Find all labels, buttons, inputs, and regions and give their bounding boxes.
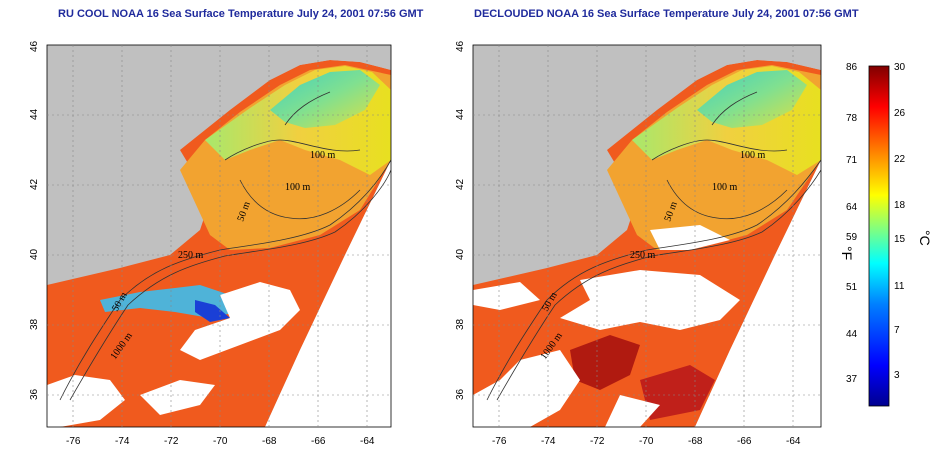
celsius-tick: 7: [894, 325, 900, 336]
y-tick-label: 38: [29, 318, 40, 330]
right-x-axis: -76 -74 -72 -70 -68 -66 -64: [492, 436, 801, 447]
fahrenheit-tick: 64: [846, 202, 858, 213]
left-y-axis: 36 38 40 42 44 46: [29, 40, 40, 400]
x-tick-label: -64: [786, 436, 801, 447]
masked-area-3: [473, 350, 580, 427]
right-y-axis: 36 38 40 42 44 46: [455, 40, 466, 400]
contour-label: 250 m: [178, 250, 204, 261]
gulf-of-maine-cool: [697, 70, 807, 128]
cloud-area-3: [140, 380, 215, 415]
celsius-unit-label: °C: [917, 230, 933, 246]
x-tick-label: -72: [164, 436, 179, 447]
x-tick-label: -76: [492, 436, 507, 447]
fahrenheit-tick: 71: [846, 155, 858, 166]
right-map-frame: [472, 44, 822, 428]
celsius-tick: 18: [894, 200, 906, 211]
contour-label: 100 m: [285, 182, 311, 193]
no-data-outside-swath: [265, 160, 391, 427]
x-tick-label: -70: [213, 436, 228, 447]
colorbar-gradient: [868, 65, 890, 407]
contour-label: 250 m: [630, 250, 656, 261]
x-tick-label: -66: [311, 436, 326, 447]
y-tick-label: 42: [455, 178, 466, 190]
fahrenheit-tick: 37: [846, 374, 858, 385]
x-tick-label: -74: [541, 436, 556, 447]
x-tick-label: -68: [262, 436, 277, 447]
celsius-tick: 22: [894, 154, 906, 165]
celsius-tick: 11: [894, 281, 905, 292]
celsius-tick: 15: [894, 234, 906, 245]
gulf-of-maine-cool: [270, 70, 380, 128]
left-sst-map: [47, 45, 391, 427]
right-sst-map: [473, 45, 821, 427]
fahrenheit-tick: 78: [846, 113, 858, 124]
right-grid: [473, 45, 821, 427]
celsius-tick: 26: [894, 108, 906, 119]
y-tick-label: 36: [29, 388, 40, 400]
depth-contours: [486, 91, 821, 401]
cold-band-core: [195, 300, 230, 322]
y-tick-label: 42: [29, 178, 40, 190]
y-tick-label: 40: [455, 248, 466, 260]
contour-label: 100 m: [310, 150, 336, 161]
masked-area-1: [473, 282, 540, 310]
fahrenheit-tick: 86: [846, 62, 858, 73]
fahrenheit-tick: 44: [846, 329, 858, 340]
hot-patch: [570, 335, 640, 390]
y-tick-label: 44: [29, 108, 40, 120]
contour-label: 100 m: [712, 182, 738, 193]
masked-area-4: [605, 395, 660, 427]
cloud-area-1: [180, 282, 300, 360]
y-tick-label: 38: [455, 318, 466, 330]
fahrenheit-unit-label: °F: [839, 246, 855, 260]
left-map-frame: [46, 44, 392, 428]
x-tick-label: -74: [115, 436, 130, 447]
contour-label: 100 m: [740, 150, 766, 161]
land-north: [657, 45, 821, 95]
colorbar: 86 78 71 64 59 51 44 37 30 26 22 18 15 1…: [839, 62, 933, 407]
left-grid: [47, 45, 391, 427]
right-map-title: DECLOUDED NOAA 16 Sea Surface Temperatur…: [474, 8, 859, 20]
y-tick-label: 44: [455, 108, 466, 120]
y-tick-label: 46: [29, 40, 40, 52]
fahrenheit-tick: 59: [846, 232, 858, 243]
y-tick-label: 36: [455, 388, 466, 400]
fahrenheit-tick: 51: [846, 282, 858, 293]
x-tick-label: -72: [590, 436, 605, 447]
y-tick-label: 46: [455, 40, 466, 52]
masked-area-5: [650, 225, 730, 250]
colorbar-fahrenheit-ticks: 86 78 71 64 59 51 44 37: [846, 62, 858, 385]
land-north: [230, 45, 391, 95]
left-x-axis: -76 -74 -72 -70 -68 -66 -64: [66, 436, 375, 447]
x-tick-label: -70: [639, 436, 654, 447]
left-map-title: RU COOL NOAA 16 Sea Surface Temperature …: [58, 8, 424, 20]
x-tick-label: -64: [360, 436, 375, 447]
colorbar-celsius-ticks: 30 26 22 18 15 11 7 3: [894, 62, 906, 381]
no-data-outside-swath: [695, 160, 821, 427]
x-tick-label: -66: [737, 436, 752, 447]
x-tick-label: -68: [688, 436, 703, 447]
x-tick-label: -76: [66, 436, 81, 447]
celsius-tick: 3: [894, 370, 900, 381]
celsius-tick: 30: [894, 62, 906, 73]
y-tick-label: 40: [29, 248, 40, 260]
